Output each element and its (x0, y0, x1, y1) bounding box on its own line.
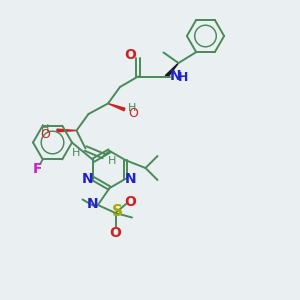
Text: N: N (82, 172, 94, 186)
Text: H: H (40, 124, 49, 134)
Text: H: H (178, 70, 188, 84)
Text: H: H (72, 148, 81, 158)
Text: S: S (112, 204, 122, 219)
Polygon shape (57, 129, 76, 132)
Text: O: O (124, 196, 136, 209)
Text: H: H (128, 103, 136, 113)
Text: H: H (108, 155, 116, 166)
Text: N: N (125, 172, 137, 186)
Text: N: N (170, 69, 182, 83)
Text: O: O (128, 106, 138, 120)
Polygon shape (165, 63, 178, 77)
Text: N: N (86, 197, 98, 211)
Text: O: O (40, 128, 50, 141)
Text: O: O (124, 49, 136, 62)
Text: F: F (33, 162, 42, 176)
Text: O: O (109, 226, 121, 240)
Polygon shape (108, 103, 125, 111)
